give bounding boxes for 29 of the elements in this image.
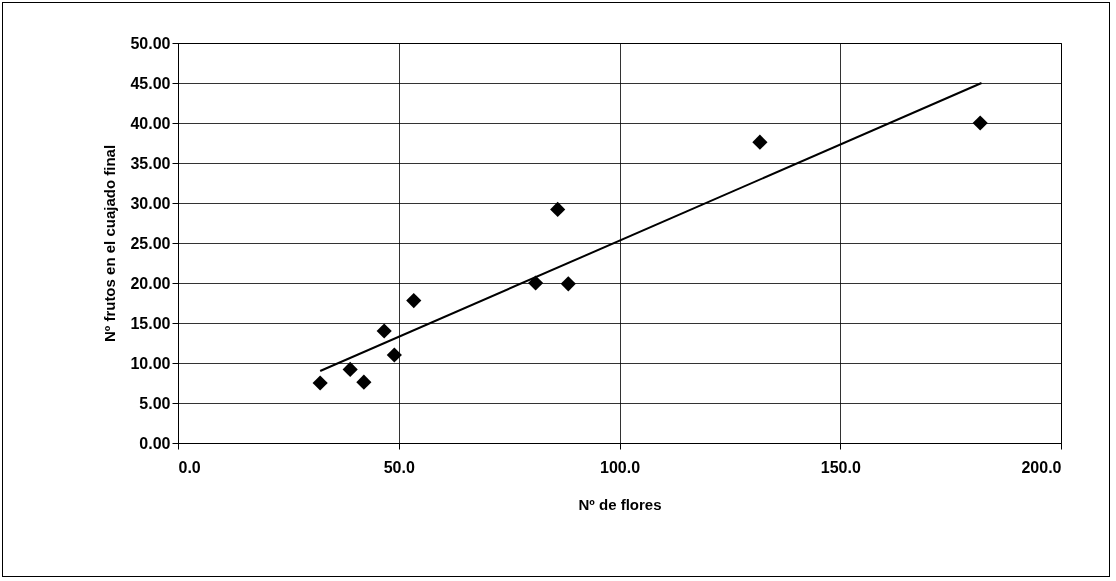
y-tick-label: 35.00 bbox=[130, 154, 171, 172]
y-tick-label: 50.00 bbox=[130, 34, 171, 52]
point bbox=[386, 347, 402, 363]
point bbox=[972, 115, 988, 131]
y-tick-label: 0.00 bbox=[139, 434, 171, 452]
x-axis-title: Nº de flores bbox=[578, 495, 662, 513]
y-tick-label: 20.00 bbox=[130, 274, 171, 292]
point bbox=[560, 276, 576, 292]
x-tick-label: 200.0 bbox=[1021, 458, 1062, 476]
y-tick-label: 30.00 bbox=[130, 194, 171, 212]
point bbox=[312, 375, 328, 391]
x-tick-label: 0.0 bbox=[178, 458, 201, 476]
y-tick-label: 40.00 bbox=[130, 114, 171, 132]
point bbox=[406, 293, 422, 309]
point bbox=[550, 201, 566, 217]
x-tick-label: 50.0 bbox=[383, 458, 415, 476]
point bbox=[342, 361, 358, 377]
y-tick-label: 10.00 bbox=[130, 354, 171, 372]
point bbox=[528, 275, 544, 291]
y-tick-label: 5.00 bbox=[139, 394, 171, 412]
y-tick-label: 15.00 bbox=[130, 314, 171, 332]
point bbox=[752, 134, 768, 150]
y-axis-title: Nº frutos en el cuajado final bbox=[101, 144, 119, 343]
y-tick-label: 25.00 bbox=[130, 234, 171, 252]
x-tick-label: 100.0 bbox=[599, 458, 641, 476]
point bbox=[376, 323, 392, 339]
y-tick-label: 45.00 bbox=[130, 74, 171, 92]
x-tick-label: 150.0 bbox=[820, 458, 861, 476]
point bbox=[356, 374, 372, 390]
